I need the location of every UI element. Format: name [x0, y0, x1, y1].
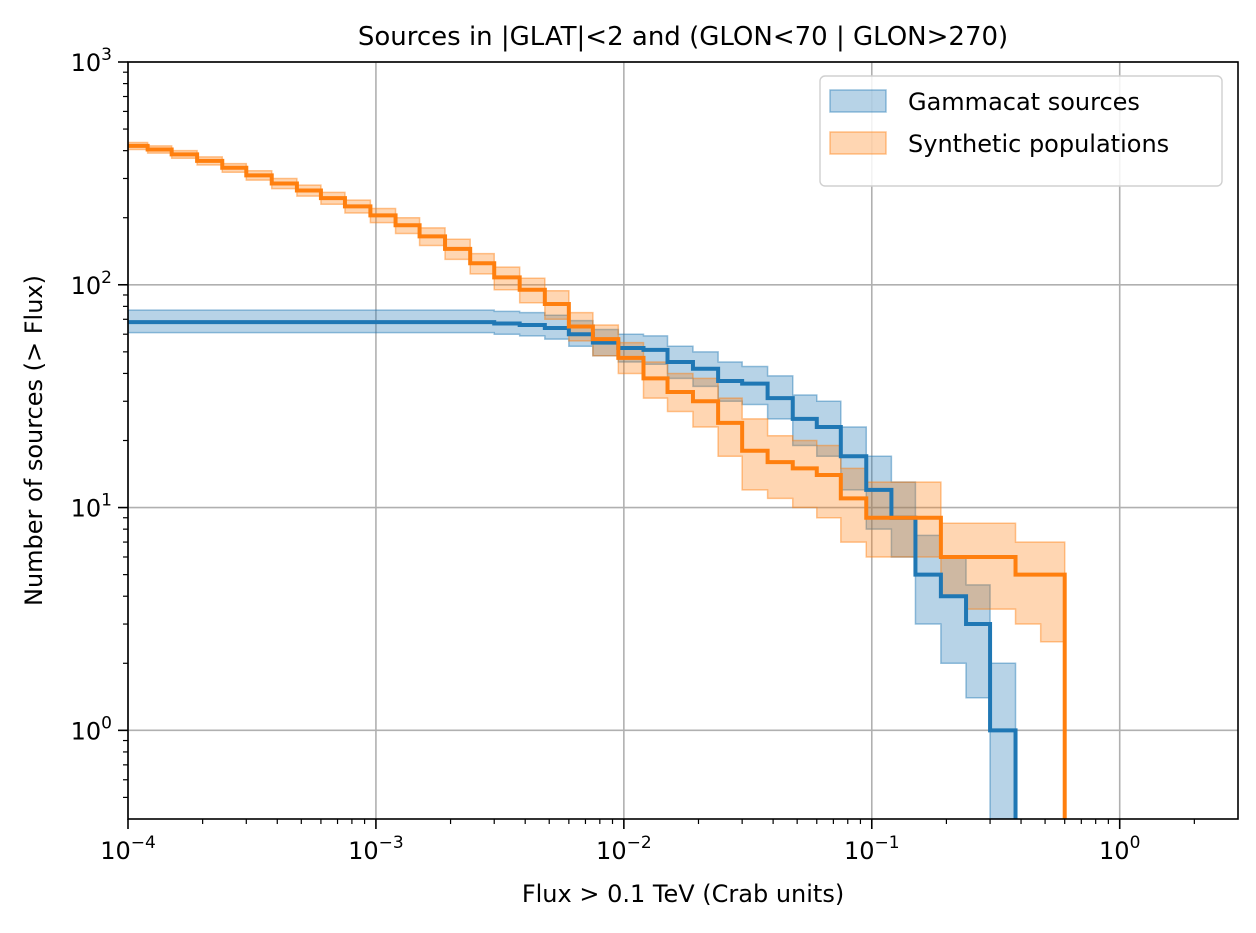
- series-line-0: [128, 322, 1016, 886]
- legend-swatch: [830, 132, 886, 154]
- y-tick-label: 102: [71, 268, 112, 300]
- legend: Gammacat sources Synthetic populations: [820, 76, 1222, 186]
- series-line-1: [128, 146, 1065, 886]
- series-band-0: [128, 310, 1016, 886]
- legend-swatch: [830, 90, 886, 112]
- series-lines: [128, 146, 1065, 886]
- x-tick-label: 100: [1099, 833, 1140, 865]
- y-tick-label: 101: [71, 491, 112, 523]
- y-tick-label: 103: [71, 45, 112, 77]
- chart-title: Sources in |GLAT|<2 and (GLON<70 | GLON>…: [358, 22, 1008, 52]
- series-band-1: [128, 143, 1065, 887]
- y-axis-label: Number of sources (> Flux): [20, 275, 48, 606]
- y-tick-label: 100: [71, 713, 112, 745]
- legend-label: Synthetic populations: [908, 130, 1169, 158]
- x-tick-label: 10−4: [100, 833, 156, 865]
- x-tick-label: 10−2: [596, 833, 652, 865]
- legend-label: Gammacat sources: [908, 88, 1140, 116]
- bands: [128, 143, 1065, 887]
- x-tick-label: 10−3: [348, 833, 404, 865]
- x-tick-label: 10−1: [844, 833, 900, 865]
- x-axis-label: Flux > 0.1 TeV (Crab units): [522, 880, 844, 908]
